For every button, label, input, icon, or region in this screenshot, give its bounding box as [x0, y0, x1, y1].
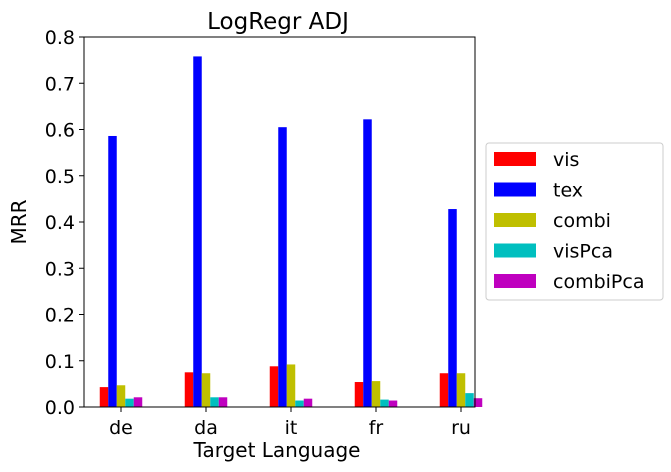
x-axis: de da it fr ru: [109, 407, 471, 439]
y-tick-label: 0.1: [45, 351, 75, 373]
chart-title: LogRegr ADJ: [207, 9, 349, 35]
bar-vis-it: [269, 366, 279, 407]
x-tick-label-ru: ru: [451, 417, 471, 439]
bars-layer: [99, 56, 483, 408]
y-tick-label: 0.2: [45, 305, 75, 327]
bar-vis-de: [99, 387, 109, 407]
y-tick-label: 0.7: [45, 73, 75, 95]
y-tick-label: 0.4: [45, 212, 75, 234]
bar-visPca-it: [295, 400, 304, 407]
bar-combi-da: [201, 373, 211, 407]
bar-combi-de: [116, 385, 126, 407]
bar-tex-da: [193, 56, 202, 407]
bar-tex-de: [108, 135, 117, 408]
legend-swatch-vis: [494, 152, 536, 166]
bar-visPca-ru: [465, 393, 474, 408]
legend-swatch-visPca: [494, 243, 536, 258]
legend-label-visPca: visPca: [553, 241, 613, 263]
legend-label-combi: combi: [553, 210, 611, 232]
x-tick-label-it: it: [285, 417, 298, 439]
bar-combi-ru: [456, 373, 466, 407]
legend-swatch-tex: [494, 182, 536, 197]
bar-vis-ru: [439, 373, 449, 407]
y-tick-label: 0.5: [45, 166, 75, 188]
legend: vis tex combi visPca combiPca: [485, 142, 664, 301]
legend-label-combiPca: combiPca: [553, 271, 644, 293]
y-tick-label: 0.0: [45, 397, 75, 419]
bar-visPca-da: [210, 397, 219, 407]
legend-box: [485, 142, 664, 301]
bar-visPca-fr: [380, 399, 389, 407]
legend-swatch-combiPca: [494, 274, 536, 288]
legend-swatch-combi: [494, 213, 536, 227]
y-axis-label: MRR: [7, 199, 31, 244]
bar-combiPca-fr: [388, 400, 398, 407]
y-tick-label: 0.6: [45, 120, 75, 142]
x-tick-label-de: de: [109, 417, 133, 439]
bar-combi-it: [286, 364, 296, 407]
bar-combiPca-da: [218, 397, 228, 407]
legend-label-vis: vis: [553, 149, 579, 171]
bar-visPca-de: [125, 398, 134, 407]
bar-tex-ru: [448, 209, 457, 407]
bar-vis-da: [184, 372, 194, 407]
x-tick-label-da: da: [194, 417, 218, 439]
bar-combi-fr: [371, 381, 381, 407]
legend-label-tex: tex: [553, 180, 583, 202]
bar-vis-fr: [354, 382, 364, 407]
x-axis-label: Target Language: [193, 438, 361, 462]
bar-tex-fr: [363, 119, 372, 407]
y-axis: 0.0 0.1 0.2 0.3 0.4 0.5 0.6 0.7 0.8: [45, 27, 84, 419]
y-tick-label: 0.3: [45, 258, 75, 280]
bar-combiPca-de: [133, 397, 143, 407]
bar-combiPca-it: [303, 398, 313, 407]
bar-tex-it: [278, 127, 287, 407]
bar-combiPca-ru: [473, 398, 483, 407]
y-tick-label: 0.8: [45, 27, 75, 49]
x-tick-label-fr: fr: [369, 417, 384, 439]
